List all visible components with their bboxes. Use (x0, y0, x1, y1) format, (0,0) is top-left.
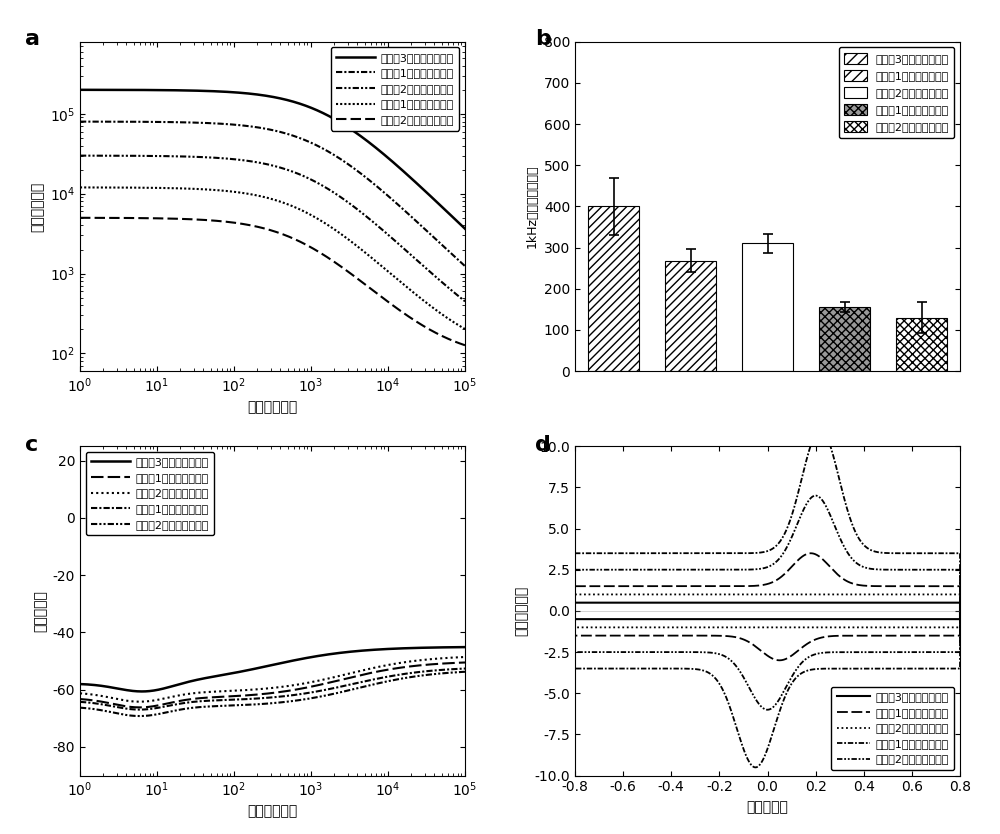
Y-axis label: 1kHz处阻抗（欧姆）: 1kHz处阻抗（欧姆） (525, 164, 538, 249)
Text: d: d (535, 435, 551, 455)
Legend: 对比例3制备的神经电极, 对比例1制备的神经电极, 对比例2制备的神经电极, 实施例1制备的神经电极, 实施例2制备的神经电极: 对比例3制备的神经电极, 对比例1制备的神经电极, 对比例2制备的神经电极, 实… (839, 48, 954, 138)
Y-axis label: 电流（微安）: 电流（微安） (515, 585, 529, 636)
Text: a: a (25, 29, 40, 49)
Bar (896, 318, 947, 371)
Bar (588, 207, 639, 371)
Legend: 对比例3制备的神经电极, 对比例1制备的神经电极, 对比例2制备的神经电极, 实施例1制备的神经电极, 实施例2制备的神经电极: 对比例3制备的神经电极, 对比例1制备的神经电极, 对比例2制备的神经电极, 实… (831, 686, 954, 770)
Legend: 对比例3制备的神经电极, 实施例1制备的神经电极, 实施例2制备的神经电极, 对比例1制备的神经电极, 对比例2制备的神经电极: 对比例3制备的神经电极, 实施例1制备的神经电极, 实施例2制备的神经电极, 对… (331, 48, 459, 131)
Bar (742, 244, 793, 371)
Y-axis label: 阻抗（欧姆）: 阻抗（欧姆） (30, 181, 44, 232)
Text: c: c (25, 435, 38, 455)
Text: b: b (535, 29, 551, 49)
X-axis label: 频率（赫兹）: 频率（赫兹） (247, 805, 298, 819)
X-axis label: 电压（伏）: 电压（伏） (747, 800, 788, 814)
Bar (819, 307, 870, 371)
Legend: 对比例3制备的神经电极, 实施例1制备的神经电极, 实施例2制备的神经电极, 对比例1制备的神经电极, 对比例2制备的神经电极: 对比例3制备的神经电极, 实施例1制备的神经电极, 实施例2制备的神经电极, 对… (86, 452, 214, 535)
X-axis label: 频率（赫兹）: 频率（赫兹） (247, 400, 298, 414)
Bar (665, 261, 716, 371)
Y-axis label: 相位（度）: 相位（度） (33, 590, 47, 632)
